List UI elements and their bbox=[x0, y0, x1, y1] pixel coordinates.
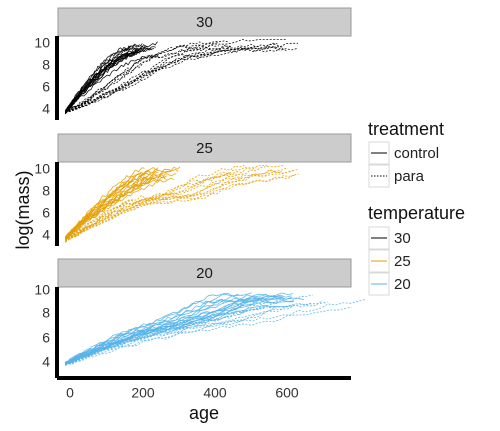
facet-label-25: 25 bbox=[196, 140, 213, 157]
plot-area-25 bbox=[64, 165, 299, 243]
series-line-25-control bbox=[65, 177, 175, 240]
series-line-30-para bbox=[65, 45, 233, 113]
series-line-25-control bbox=[65, 176, 153, 239]
legend-label-20: 20 bbox=[394, 276, 411, 293]
x-tick-200: 200 bbox=[131, 385, 155, 401]
series-line-25-para bbox=[65, 173, 238, 241]
series-line-20-para bbox=[65, 299, 366, 365]
y-tick-25-4: 4 bbox=[42, 227, 50, 243]
y-tick-20-6: 6 bbox=[42, 330, 50, 346]
series-line-30-control bbox=[65, 45, 133, 111]
facet-strip-25 bbox=[57, 133, 352, 163]
series-line-25-para bbox=[64, 167, 257, 242]
series-line-20-control bbox=[65, 295, 283, 364]
series-line-30-control bbox=[64, 41, 158, 112]
series-line-20-para bbox=[65, 302, 312, 364]
facet-label-30: 30 bbox=[196, 14, 213, 31]
series-line-30-control bbox=[64, 47, 147, 111]
series-line-25-para bbox=[65, 169, 298, 242]
series-line-25-para bbox=[65, 167, 287, 240]
facet-strip-30 bbox=[57, 7, 352, 37]
x-tick-600: 600 bbox=[275, 385, 299, 401]
y-tick-20-4: 4 bbox=[42, 354, 50, 370]
panel-20: 20 10 8 6 4 bbox=[34, 258, 366, 378]
series-line-25-para bbox=[65, 173, 299, 243]
series-line-20-control bbox=[65, 299, 294, 366]
legend-treatment: treatment control para bbox=[368, 119, 444, 188]
series-line-20-control bbox=[64, 293, 239, 366]
series-line-25-para bbox=[65, 170, 294, 240]
panel-30: 30 10 8 6 4 bbox=[34, 7, 352, 120]
series-line-25-para bbox=[65, 165, 270, 241]
y-tick-30-8: 8 bbox=[42, 57, 50, 73]
y-tick-20-10: 10 bbox=[34, 282, 50, 298]
legend-temperature: temperature 30 25 20 bbox=[368, 203, 465, 296]
y-tick-20-8: 8 bbox=[42, 305, 50, 321]
y-tick-25-10: 10 bbox=[34, 161, 50, 177]
legend-label-30: 30 bbox=[394, 230, 411, 247]
y-tick-30-4: 4 bbox=[42, 101, 50, 117]
legend-label-para: para bbox=[394, 168, 425, 185]
y-tick-25-6: 6 bbox=[42, 205, 50, 221]
x-axis-title: age bbox=[189, 403, 219, 423]
series-line-30-control bbox=[64, 52, 135, 114]
y-tick-25-8: 8 bbox=[42, 183, 50, 199]
series-line-30-para bbox=[65, 47, 287, 113]
series-line-30-control bbox=[64, 53, 159, 113]
legend-label-control: control bbox=[394, 145, 439, 162]
series-line-20-control bbox=[65, 293, 268, 363]
series-line-30-para bbox=[65, 46, 283, 111]
series-line-30-para bbox=[65, 46, 298, 113]
x-tick-0: 0 bbox=[66, 385, 74, 401]
series-line-25-para bbox=[65, 165, 245, 241]
series-line-20-control bbox=[65, 297, 244, 363]
series-line-25-control bbox=[64, 168, 171, 241]
plot-area-30 bbox=[64, 38, 298, 115]
x-tick-400: 400 bbox=[203, 385, 227, 401]
y-axis-title: log(mass) bbox=[13, 170, 33, 249]
series-line-25-control bbox=[64, 177, 156, 240]
series-line-25-para bbox=[65, 174, 295, 243]
y-tick-30-6: 6 bbox=[42, 79, 50, 95]
plot-area-20 bbox=[64, 292, 366, 366]
series-line-30-para bbox=[65, 42, 278, 113]
legend-label-25: 25 bbox=[394, 253, 411, 270]
facet-label-20: 20 bbox=[196, 265, 213, 282]
series-line-30-para bbox=[65, 44, 219, 114]
series-line-30-control bbox=[64, 47, 153, 114]
series-line-25-para bbox=[65, 170, 282, 242]
y-tick-30-10: 10 bbox=[34, 35, 50, 51]
series-line-30-para bbox=[65, 42, 220, 113]
series-line-20-control bbox=[65, 292, 252, 363]
legend-temperature-title: temperature bbox=[368, 203, 465, 223]
panel-25: 25 10 8 6 4 bbox=[34, 133, 352, 246]
series-line-30-control bbox=[64, 45, 131, 113]
series-line-25-para bbox=[65, 165, 283, 239]
series-line-20-para bbox=[65, 305, 273, 366]
series-line-20-para bbox=[65, 305, 279, 364]
series-line-25-control bbox=[64, 167, 145, 238]
series-line-20-control bbox=[65, 292, 294, 365]
legend-key-para bbox=[368, 164, 390, 188]
series-line-30-control bbox=[65, 45, 148, 112]
legend-treatment-title: treatment bbox=[368, 119, 444, 139]
series-line-25-para bbox=[65, 172, 230, 240]
series-line-30-para bbox=[65, 40, 229, 111]
facet-strip-20 bbox=[57, 258, 352, 288]
series-line-20-para bbox=[65, 306, 352, 364]
series-line-20-para bbox=[65, 294, 313, 364]
